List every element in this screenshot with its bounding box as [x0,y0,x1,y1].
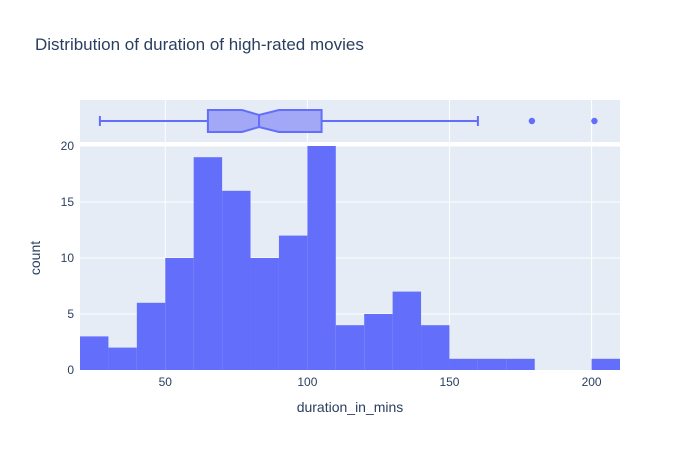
x-tick-label: 150 [439,375,459,389]
x-axis-ticks: 50 100 150 200 [159,375,602,389]
histogram-bars [80,146,620,370]
histogram-bar [421,325,450,370]
y-tick-label: 20 [61,139,75,153]
histogram-bar [222,190,251,370]
chart-title: Distribution of duration of high-rated m… [35,35,364,54]
outlier-point [528,117,536,125]
histogram-bar [165,258,194,370]
histogram-bar [364,314,393,370]
x-tick-label: 100 [297,375,317,389]
histogram-bar [591,358,620,370]
y-tick-label: 15 [61,195,75,209]
y-axis-ticks: 0 5 10 15 20 [61,139,75,377]
x-tick-label: 200 [582,375,602,389]
histogram-bar [278,235,308,370]
y-axis-label: count [27,241,43,275]
histogram-bar [477,358,507,370]
marginal-boxplot [98,109,598,133]
x-axis-label: duration_in_mins [297,399,404,415]
histogram-bar [449,358,478,370]
histogram-bar [307,146,336,370]
histogram-bar [335,325,365,370]
y-tick-label: 0 [67,363,74,377]
histogram-bar [506,358,535,370]
histogram-bar [392,291,422,370]
notched-box [206,109,323,133]
histogram-bar [80,336,109,370]
y-tick-label: 10 [61,251,75,265]
y-tick-label: 5 [67,307,74,321]
x-tick-label: 50 [159,375,173,389]
histogram-bar [193,157,223,370]
outlier-point [591,117,598,125]
histogram-bar [136,302,166,370]
histogram-bar [250,258,279,370]
histogram-bar [108,347,137,370]
